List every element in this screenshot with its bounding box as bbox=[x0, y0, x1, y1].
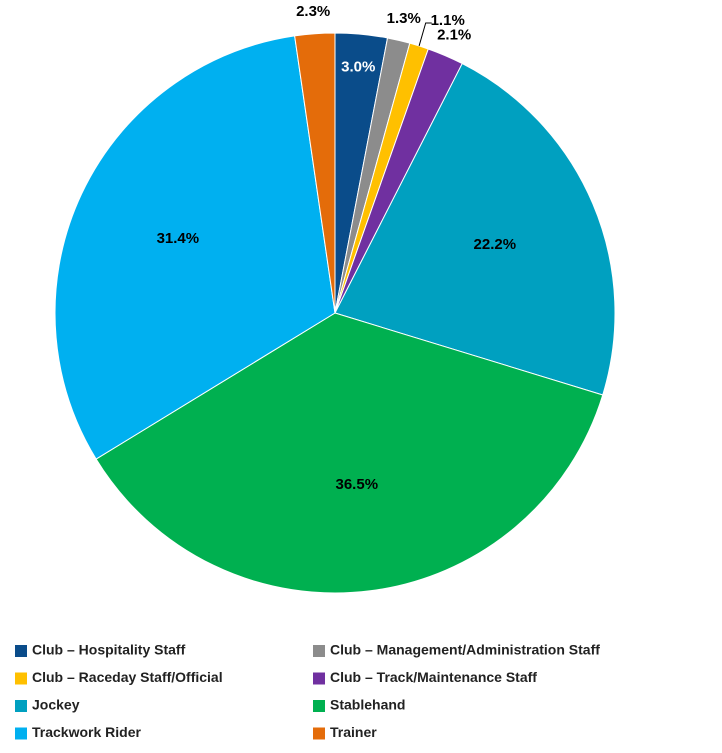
legend-label: Trainer bbox=[330, 724, 377, 740]
data-label: 3.0% bbox=[341, 59, 375, 76]
legend-label: Club – Hospitality Staff bbox=[32, 642, 186, 658]
data-label: 2.1% bbox=[437, 26, 471, 43]
legend-label: Trackwork Rider bbox=[32, 724, 141, 740]
data-label: 36.5% bbox=[336, 476, 379, 493]
data-label: 1.1% bbox=[431, 12, 465, 29]
legend-swatch bbox=[313, 727, 325, 740]
pie-slice bbox=[294, 32, 336, 314]
legend-swatch bbox=[313, 645, 325, 657]
legend-swatch bbox=[313, 700, 325, 712]
leader-line bbox=[418, 22, 432, 47]
pie-slice bbox=[54, 35, 336, 460]
legend-swatch bbox=[15, 672, 27, 685]
legend-label: Stablehand bbox=[330, 697, 405, 713]
legend-label: Club – Management/Administration Staff bbox=[330, 642, 600, 658]
legend-swatch bbox=[15, 645, 27, 657]
data-label: 22.2% bbox=[474, 236, 517, 253]
pie-slice bbox=[95, 312, 604, 594]
legend-swatch bbox=[15, 700, 27, 712]
pie-slice bbox=[334, 62, 616, 396]
legend-swatch bbox=[313, 672, 325, 685]
legend-swatch bbox=[15, 727, 27, 740]
data-label: 31.4% bbox=[157, 230, 200, 247]
legend-label: Club – Track/Maintenance Staff bbox=[330, 669, 537, 685]
legend-label: Club – Raceday Staff/Official bbox=[32, 669, 223, 685]
data-label: 1.3% bbox=[387, 10, 421, 27]
legend-label: Jockey bbox=[32, 697, 80, 713]
data-label: 2.3% bbox=[296, 3, 330, 20]
